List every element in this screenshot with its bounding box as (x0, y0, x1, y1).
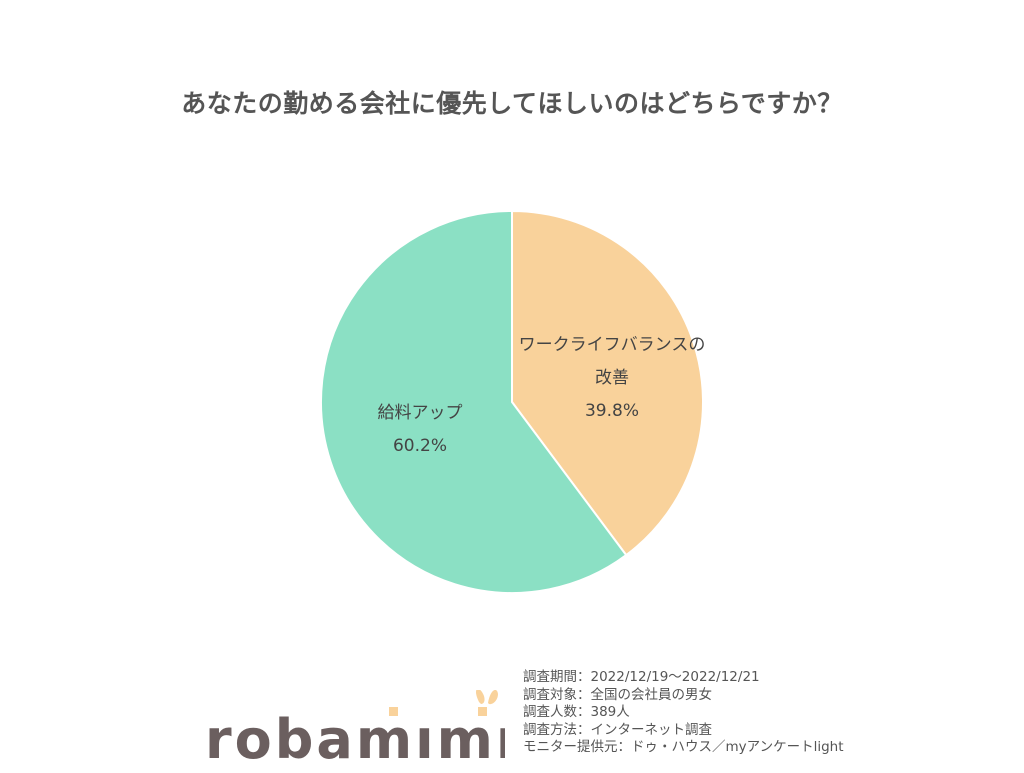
slice-value-label: 39.8% (585, 401, 639, 421)
logo-ear-icon (475, 690, 485, 704)
logo-ear-icon (488, 690, 498, 705)
slice-label: 改善 (595, 368, 629, 388)
pie-slice (320, 209, 628, 594)
survey-notes: 調査期間：2022/12/19～2022/12/21 調査対象：全国の会社員の男女… (523, 669, 844, 757)
slice-label: ワークライフバランスの (519, 335, 706, 355)
slice-value-label: 60.2% (393, 436, 447, 456)
survey-note: モニター提供元：ドゥ・ハウス／myアンケートlight (523, 739, 844, 755)
survey-note: 調査期間：2022/12/19～2022/12/21 (523, 669, 760, 685)
logo-accent (478, 707, 487, 716)
survey-note: 調査人数：389人 (523, 704, 630, 720)
chart-title: あなたの勤める会社に優先してほしいのはどちらですか？ (181, 89, 843, 118)
survey-note: 調査対象：全国の会社員の男女 (523, 686, 712, 703)
pie-slice (511, 209, 704, 557)
slice-label: 給料アップ (378, 403, 463, 423)
logo-accent (389, 707, 398, 716)
robamimi-logo: robamımı (205, 690, 505, 765)
survey-note: 調査方法：インターネット調査 (523, 721, 712, 738)
logo-text: robamımı (205, 708, 505, 765)
